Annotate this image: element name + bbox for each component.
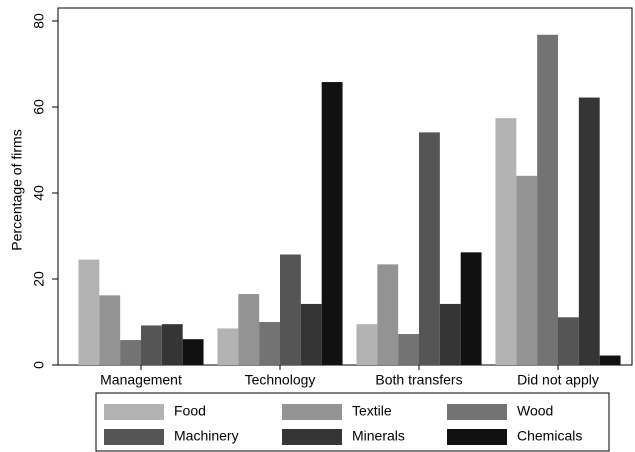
bar bbox=[495, 118, 517, 366]
y-tick-label: 20 bbox=[31, 271, 47, 287]
legend-swatch bbox=[104, 404, 164, 420]
bar bbox=[300, 303, 322, 365]
bar bbox=[419, 132, 440, 365]
legend-swatch bbox=[447, 429, 507, 445]
bar bbox=[398, 334, 419, 365]
legend-label: Food bbox=[174, 403, 206, 419]
bar bbox=[439, 303, 461, 365]
legend-swatch bbox=[104, 429, 164, 445]
legend-frame bbox=[95, 392, 610, 452]
bar bbox=[599, 355, 621, 365]
bar bbox=[280, 254, 301, 365]
bar bbox=[537, 34, 558, 365]
legend-label: Wood bbox=[517, 403, 553, 419]
bar bbox=[516, 175, 538, 365]
x-tick-label: Both transfers bbox=[375, 372, 462, 388]
legend-label: Minerals bbox=[352, 428, 405, 444]
bar bbox=[259, 322, 280, 365]
bar bbox=[578, 97, 600, 365]
bar bbox=[356, 324, 378, 365]
bar bbox=[141, 325, 162, 365]
bar bbox=[161, 324, 183, 365]
plot-frame bbox=[57, 7, 633, 366]
bar bbox=[377, 264, 399, 365]
y-axis-label: Percentage of firms bbox=[9, 129, 25, 250]
legend-swatch bbox=[447, 404, 507, 420]
x-tick-label: Management bbox=[100, 372, 182, 388]
y-tick-label: 40 bbox=[31, 185, 47, 201]
bar bbox=[238, 294, 260, 365]
legend-swatch bbox=[282, 404, 342, 420]
bar bbox=[558, 317, 579, 365]
x-tick-label: Technology bbox=[245, 372, 316, 388]
y-tick-label: 60 bbox=[31, 99, 47, 115]
legend-swatch bbox=[282, 429, 342, 445]
legend-label: Textile bbox=[352, 403, 392, 419]
bar bbox=[99, 295, 121, 365]
x-tick-label: Did not apply bbox=[517, 372, 599, 388]
bar bbox=[217, 328, 239, 365]
bar bbox=[78, 259, 100, 365]
legend-label: Machinery bbox=[174, 428, 239, 444]
y-tick-label: 80 bbox=[31, 13, 47, 29]
bar bbox=[182, 339, 204, 365]
bar bbox=[460, 252, 482, 365]
bar bbox=[120, 340, 141, 365]
bar bbox=[321, 82, 343, 365]
legend-label: Chemicals bbox=[517, 428, 582, 444]
y-tick-label: 0 bbox=[31, 361, 47, 369]
